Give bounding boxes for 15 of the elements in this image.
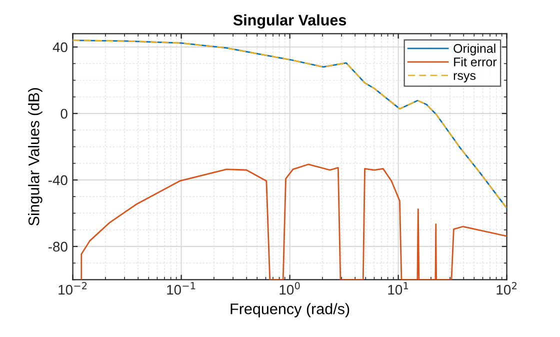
legend-label: Original bbox=[454, 44, 496, 56]
y-tick-label: 40 bbox=[52, 42, 68, 52]
y-tick-label: -40 bbox=[48, 175, 68, 186]
x-tick-label: 10$^{1}$ bbox=[388, 282, 408, 295]
legend-label: rsys bbox=[454, 73, 476, 82]
y-tick-label: 0 bbox=[60, 108, 68, 119]
chart-title: Singular Values bbox=[233, 14, 346, 29]
legend-label: Fit error bbox=[454, 57, 497, 66]
x-tick-label: 10$^{0}$ bbox=[280, 282, 300, 295]
y-tick-label: -80 bbox=[48, 242, 68, 252]
y-axis-title: Singular Values (dB) bbox=[28, 88, 42, 226]
x-tick-label: 10$^{−2}$ bbox=[58, 282, 87, 295]
x-axis-title: Frequency (rad/s) bbox=[230, 303, 350, 318]
x-tick-label: 10$^{−1}$ bbox=[167, 282, 196, 295]
x-tick-label: 10$^{2}$ bbox=[496, 282, 516, 295]
